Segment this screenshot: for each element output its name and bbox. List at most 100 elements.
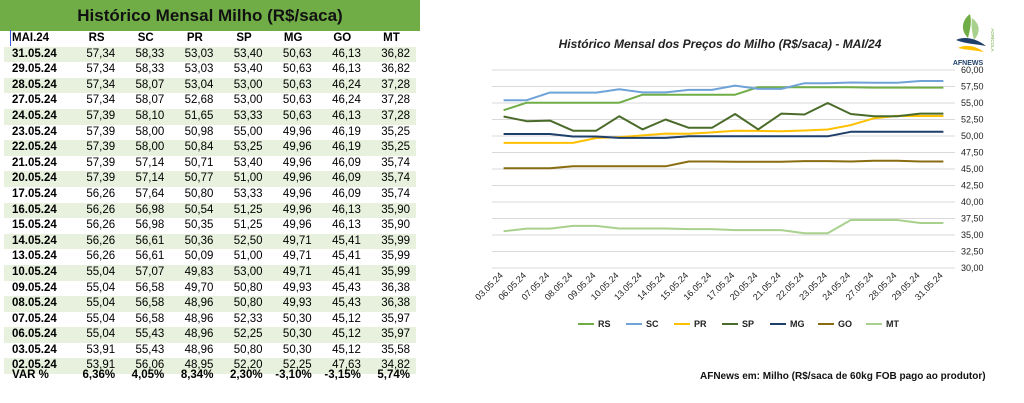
- table-row: 20.05.24 57,39 57,14 50,77 51,00 49,96 46,09 35…: [4, 171, 416, 187]
- price-cell: 53,00: [219, 77, 269, 94]
- chart-title: Histórico Mensal dos Preços do Milho (R$…: [559, 37, 882, 51]
- price-cell: 35,25: [366, 140, 416, 156]
- table-row: 06.05.24 55,04 55,43 48,96 52,25 50,30 45,12 35…: [4, 327, 416, 343]
- date-cell: 23.05.24: [4, 124, 72, 141]
- price-cell: 53,91: [72, 358, 122, 375]
- price-cell: 50,71: [170, 155, 220, 172]
- price-cell: 46,24: [317, 93, 367, 109]
- price-cell: 46,09: [317, 171, 367, 187]
- price-cell: 49,96: [268, 202, 318, 219]
- price-cell: 56,58: [121, 311, 171, 328]
- price-cell: 35,74: [366, 171, 416, 187]
- price-cell: 52,25: [219, 327, 269, 343]
- price-cell: 46,24: [317, 77, 367, 94]
- price-cell: 36,82: [366, 62, 416, 78]
- date-cell: 17.05.24: [4, 186, 72, 203]
- price-cell: 53,00: [219, 93, 269, 109]
- price-cell: 57,39: [72, 140, 122, 156]
- header-go: GO: [333, 32, 352, 44]
- header-mt: MT: [383, 32, 400, 44]
- price-cell: 48,96: [170, 296, 220, 312]
- table-row: 17.05.24 56,26 57,64 50,80 53,33 49,96 46,09 35…: [4, 186, 416, 203]
- price-cell: 52,33: [219, 311, 269, 328]
- table-row: 23.05.24 57,39 58,00 50,98 55,00 49,96 46,19 35…: [4, 124, 416, 141]
- price-cell: 57,34: [72, 62, 122, 78]
- price-cell: 36,38: [366, 280, 416, 297]
- price-cell: 50,35: [170, 218, 220, 234]
- price-cell: 57,39: [72, 124, 122, 141]
- price-cell: 49,96: [268, 218, 318, 234]
- price-cell: 45,12: [317, 342, 367, 359]
- price-cell: 55,04: [72, 296, 122, 312]
- price-cell: 48,96: [170, 311, 220, 328]
- price-cell: 45,43: [317, 296, 367, 312]
- price-cell: 51,25: [219, 202, 269, 219]
- price-cell: 58,33: [121, 46, 171, 63]
- header-mg: MG: [283, 32, 303, 44]
- price-cell: 56,26: [72, 186, 122, 203]
- price-cell: 57,34: [72, 46, 122, 63]
- logo-text: AFNEWS: [953, 60, 984, 67]
- price-cell: 46,13: [317, 218, 367, 234]
- variation-row: VAR % 6,36% 4,05% 8,34% 2,30% -3,10% -3,15% 5,7…: [4, 366, 416, 384]
- afnews-leaf-logo-icon: AFNEWS AGRÍCOLA: [948, 10, 996, 70]
- price-cell: 56,58: [121, 296, 171, 312]
- price-cell: 53,03: [170, 62, 220, 78]
- table-row: 15.05.24 56,26 56,98 50,35 51,25 49,96 46,13 35…: [4, 218, 416, 234]
- table-title: Histórico Mensal Milho (R$/saca): [0, 0, 420, 31]
- price-table-panel: Histórico Mensal Milho (R$/saca) MAI.24 R…: [0, 0, 420, 403]
- price-cell: 50,63: [268, 62, 318, 78]
- variation-value: -3,15%: [324, 369, 361, 381]
- price-cell: 45,12: [317, 311, 367, 328]
- price-cell: 47,63: [317, 358, 367, 375]
- price-cell: 55,04: [72, 280, 122, 297]
- price-cell: 49,96: [268, 186, 318, 203]
- price-cell: 57,39: [72, 171, 122, 187]
- date-cell: 31.05.24: [4, 46, 72, 63]
- legend-label-sc: SC: [646, 319, 659, 329]
- price-cell: 36,38: [366, 296, 416, 312]
- date-cell: 24.05.24: [4, 108, 72, 125]
- price-cell: 56,98: [121, 202, 171, 219]
- price-cell: 57,14: [121, 155, 171, 172]
- y-tick-label: 50,00: [961, 131, 984, 141]
- legend-label-mt: MT: [886, 319, 899, 329]
- price-cell: 35,25: [366, 124, 416, 141]
- price-cell: 35,90: [366, 202, 416, 219]
- series-line-rs: [503, 86, 944, 112]
- price-cell: 49,96: [268, 155, 318, 172]
- price-cell: 49,71: [268, 233, 318, 250]
- series-line-sp: [503, 102, 944, 132]
- table-row: 27.05.24 57,34 58,07 52,68 53,00 50,63 46,24 37…: [4, 93, 416, 109]
- price-cell: 45,41: [317, 233, 367, 250]
- price-cell: 36,82: [366, 46, 416, 63]
- date-cell: 06.05.24: [4, 327, 72, 343]
- price-cell: 50,63: [268, 108, 318, 125]
- header-sc: SC: [137, 32, 154, 44]
- header-sp: SP: [236, 32, 252, 44]
- price-cell: 46,09: [317, 155, 367, 172]
- price-cell: 46,13: [317, 46, 367, 63]
- price-cell: 50,09: [170, 249, 220, 265]
- table-row: 14.05.24 56,26 56,61 50,36 52,50 49,71 45,41 35…: [4, 233, 416, 250]
- price-cell: 50,80: [219, 280, 269, 297]
- price-cell: 49,96: [268, 171, 318, 187]
- variation-value: 5,74%: [377, 369, 410, 381]
- legend-label-pr: PR: [694, 319, 707, 329]
- price-cell: 50,63: [268, 46, 318, 63]
- variation-row-cells: VAR % 6,36% 4,05% 8,34% 2,30% -3,10% -3,15% 5,7…: [4, 366, 416, 384]
- price-cell: 49,93: [268, 280, 318, 297]
- y-tick-label: 32,50: [961, 247, 984, 257]
- price-cell: 57,34: [72, 77, 122, 94]
- price-cell: 48,96: [170, 342, 220, 359]
- legend-label-rs: RS: [598, 319, 611, 329]
- price-cell: 56,98: [121, 218, 171, 234]
- price-cell: 56,58: [121, 280, 171, 297]
- series-line-pr: [503, 114, 944, 144]
- price-cell: 53,91: [72, 342, 122, 359]
- date-cell: 21.05.24: [4, 155, 72, 172]
- price-cell: 53,00: [219, 264, 269, 281]
- date-cell: 27.05.24: [4, 93, 72, 109]
- price-cell: 56,26: [72, 218, 122, 234]
